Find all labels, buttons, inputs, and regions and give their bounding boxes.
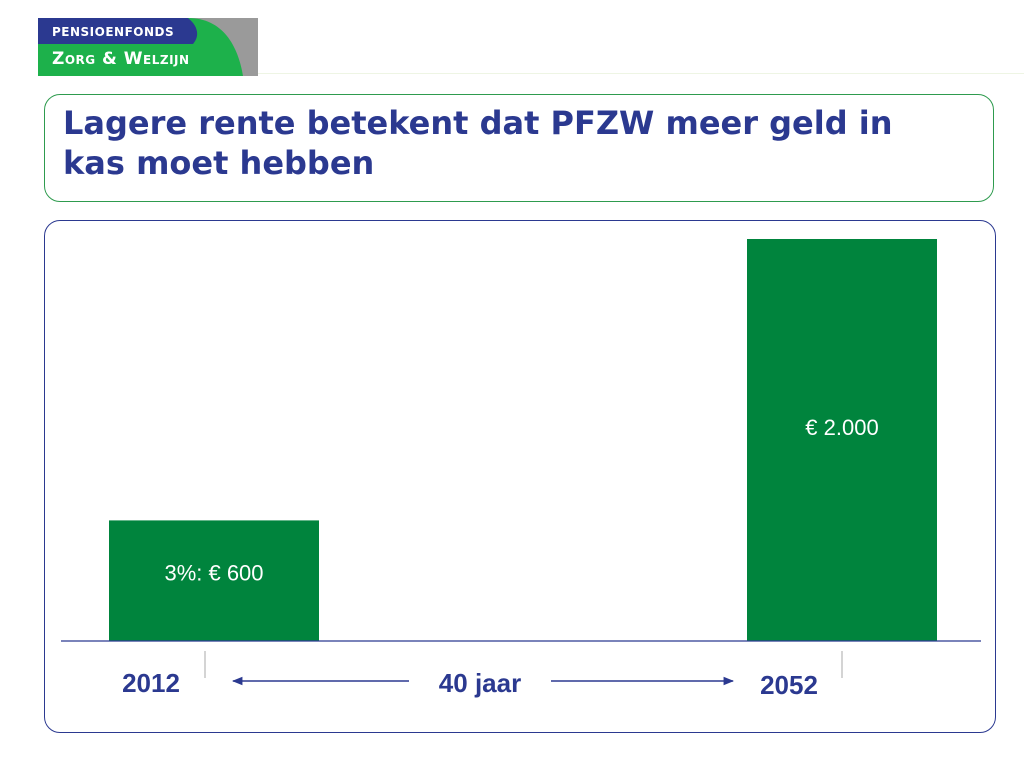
bar-2012 [109, 520, 319, 641]
logo-shape [38, 18, 243, 76]
x-tick-2012: 2012 [122, 668, 180, 698]
bar-chart: 3%: € 600 € 2.000 2012 2052 40 jaar [61, 239, 981, 700]
logo-text-bottom: Zorg & Welzijn [52, 49, 190, 69]
chart-box: 3%: € 600 € 2.000 2012 2052 40 jaar [44, 220, 996, 733]
logo-text-top: PENSIOENFONDS [52, 25, 175, 39]
x-tick-2052: 2052 [760, 670, 818, 700]
title-box: Lagere rente betekent dat PFZW meer geld… [44, 94, 994, 202]
slide-title: Lagere rente betekent dat PFZW meer geld… [63, 104, 893, 182]
header-rule [258, 73, 1024, 74]
pfzw-logo: PENSIOENFONDS Zorg & Welzijn [38, 18, 258, 76]
bar-label-2012: 3%: € 600 [164, 560, 263, 585]
span-label: 40 jaar [439, 668, 521, 698]
bar-label-2052: € 2.000 [805, 415, 878, 440]
bar-2052 [747, 239, 937, 641]
